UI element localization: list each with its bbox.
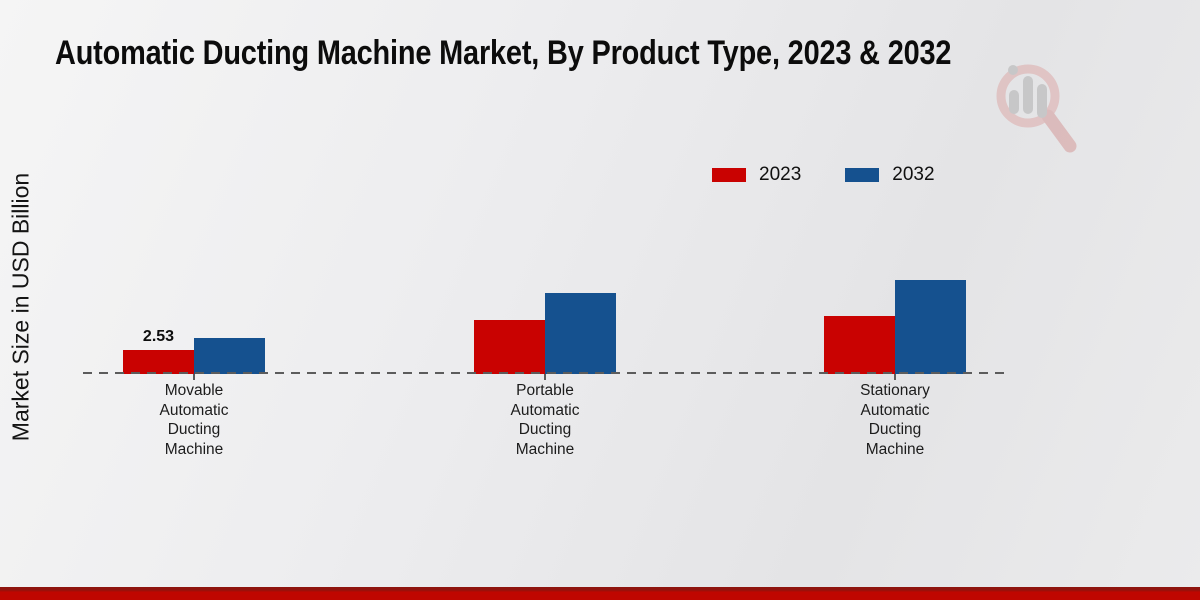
legend-item-2032: 2032 [845,164,935,186]
legend: 2023 2032 [712,164,935,186]
bar-2032-0 [194,338,265,374]
bar-2023-0 [123,350,194,374]
bar-2032-1 [545,293,616,374]
category-label-1: Portable Automatic Ducting Machine [510,382,580,458]
footer-bar [0,587,1200,600]
x-axis-tick [544,374,546,380]
x-axis-tick [193,374,195,380]
magnifier-handle-icon [1041,109,1077,153]
bar-2032-2 [895,280,966,374]
magnifier-circle-icon [996,64,1060,128]
logo-bar-icon [1009,90,1019,114]
bar-2023-1 [474,320,545,374]
legend-swatch-2032 [845,168,880,182]
bar-value-label: 2.53 [142,328,175,345]
logo-bar-icon [1037,84,1047,118]
bar-2023-2 [824,316,895,374]
logo-dot-icon [1008,65,1018,75]
category-label-2: Stationary Automatic Ducting Machine [860,382,930,458]
legend-label-2032: 2032 [892,164,935,185]
legend-swatch-2023 [712,168,746,182]
category-label-0: Movable Automatic Ducting Machine [159,382,229,458]
chart-title: Automatic Ducting Machine Market, By Pro… [55,34,952,72]
legend-label-2023: 2023 [759,164,802,185]
logo-bar-icon [1023,76,1033,114]
legend-item-2023: 2023 [712,164,801,186]
brand-watermark-logo [996,64,1077,153]
x-axis-tick [894,374,896,380]
x-axis-line [83,372,1007,374]
